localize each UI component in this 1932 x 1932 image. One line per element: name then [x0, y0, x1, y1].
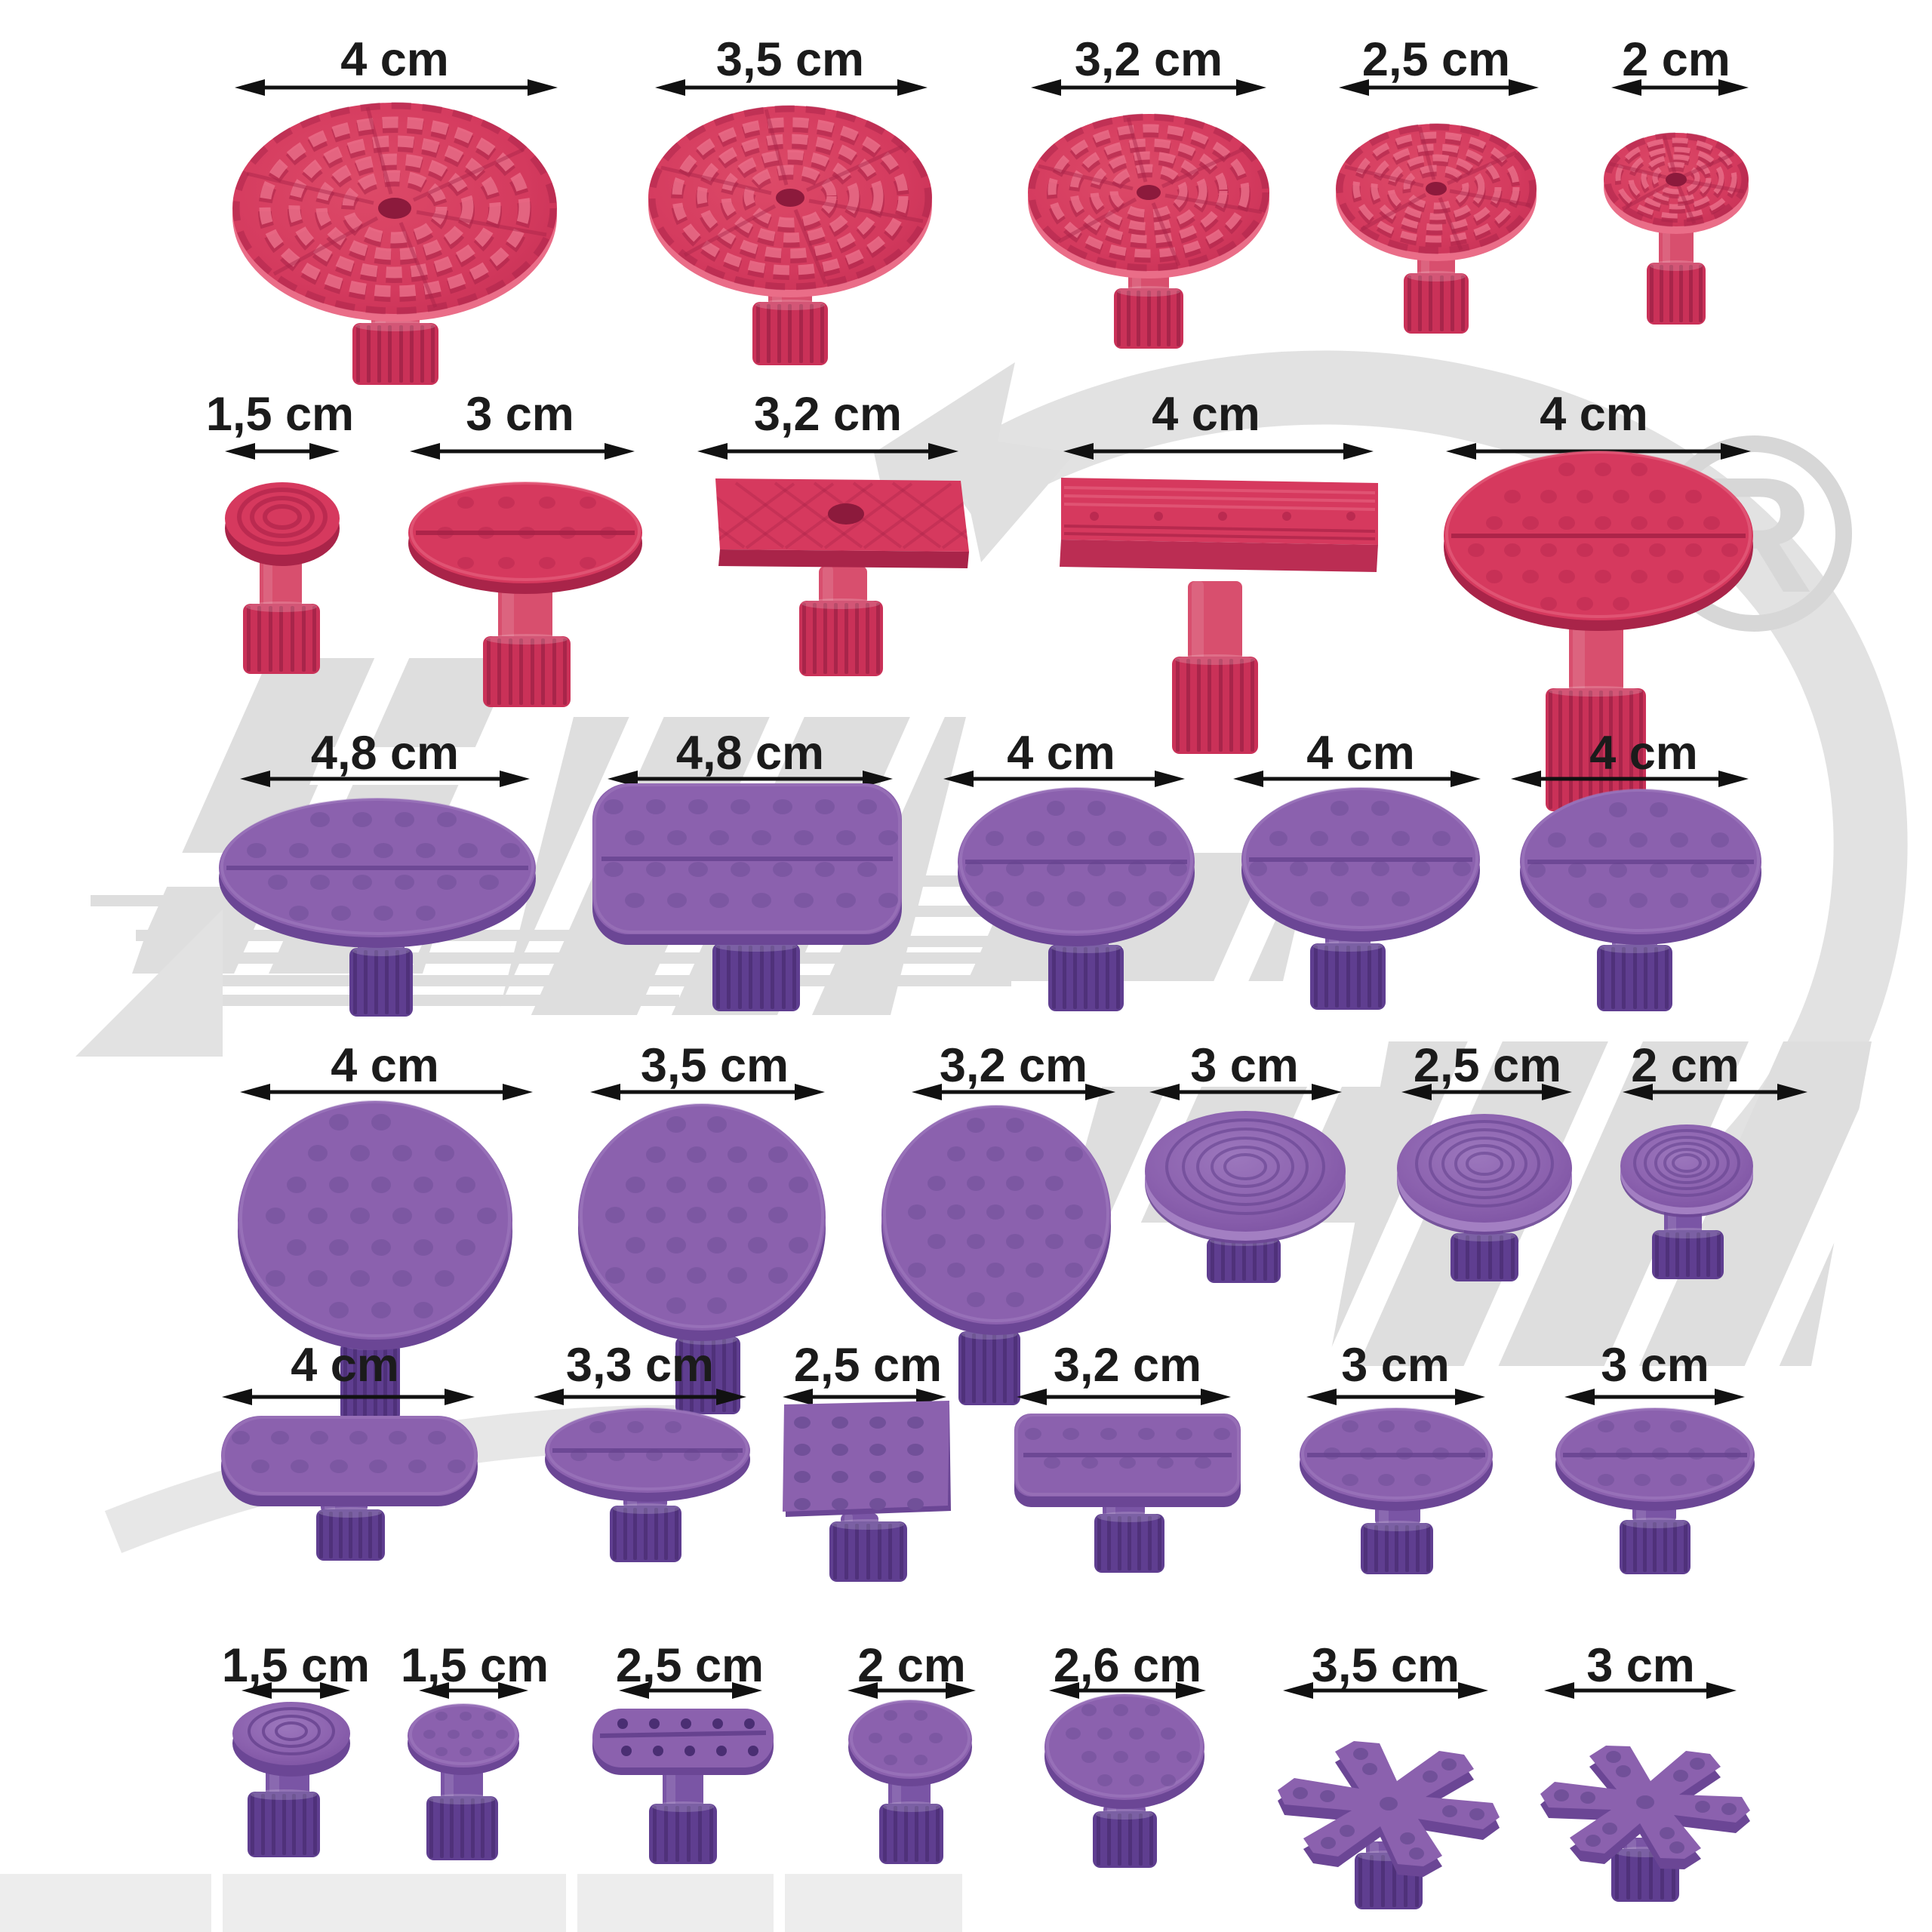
svg-text:3 cm: 3 cm	[1341, 1339, 1450, 1392]
svg-text:3,3 cm: 3,3 cm	[566, 1339, 714, 1392]
svg-text:4,8 cm: 4,8 cm	[311, 727, 459, 780]
svg-text:2 cm: 2 cm	[1622, 33, 1730, 86]
svg-text:2,5 cm: 2,5 cm	[794, 1339, 942, 1392]
svg-text:4,8 cm: 4,8 cm	[676, 727, 824, 780]
svg-text:2,5 cm: 2,5 cm	[1414, 1039, 1561, 1092]
svg-text:3 cm: 3 cm	[466, 388, 574, 441]
svg-text:4 cm: 4 cm	[1589, 727, 1698, 780]
svg-text:3,2 cm: 3,2 cm	[1075, 33, 1223, 86]
svg-text:3,5 cm: 3,5 cm	[1312, 1639, 1460, 1692]
svg-text:4 cm: 4 cm	[331, 1039, 439, 1092]
svg-text:3,5 cm: 3,5 cm	[716, 33, 864, 86]
svg-text:3 cm: 3 cm	[1586, 1639, 1695, 1692]
svg-text:1,5 cm: 1,5 cm	[222, 1639, 370, 1692]
svg-text:3,2 cm: 3,2 cm	[1054, 1339, 1201, 1392]
svg-text:2,5 cm: 2,5 cm	[616, 1639, 764, 1692]
svg-text:3 cm: 3 cm	[1190, 1039, 1299, 1092]
svg-text:3,2 cm: 3,2 cm	[754, 388, 902, 441]
svg-text:4 cm: 4 cm	[1152, 388, 1260, 441]
svg-text:4 cm: 4 cm	[340, 33, 449, 86]
svg-text:2,5 cm: 2,5 cm	[1362, 33, 1510, 86]
svg-text:3 cm: 3 cm	[1601, 1339, 1709, 1392]
svg-text:3,2 cm: 3,2 cm	[940, 1039, 1088, 1092]
svg-text:2 cm: 2 cm	[1631, 1039, 1740, 1092]
svg-text:4 cm: 4 cm	[291, 1339, 399, 1392]
svg-text:4 cm: 4 cm	[1306, 727, 1415, 780]
svg-text:4 cm: 4 cm	[1540, 388, 1648, 441]
svg-text:3,5 cm: 3,5 cm	[641, 1039, 789, 1092]
svg-text:4 cm: 4 cm	[1007, 727, 1115, 780]
svg-text:1,5 cm: 1,5 cm	[206, 388, 354, 441]
svg-text:1,5 cm: 1,5 cm	[401, 1639, 549, 1692]
